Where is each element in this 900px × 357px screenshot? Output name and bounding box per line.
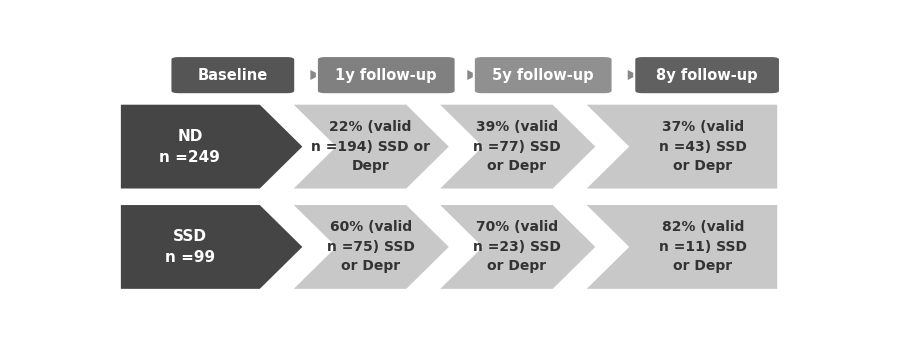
Text: 60% (valid
n =75) SSD
or Depr: 60% (valid n =75) SSD or Depr — [327, 220, 415, 273]
Polygon shape — [436, 203, 598, 290]
Polygon shape — [436, 103, 598, 190]
Text: 70% (valid
n =23) SSD
or Depr: 70% (valid n =23) SSD or Depr — [473, 220, 561, 273]
Text: 5y follow-up: 5y follow-up — [492, 67, 594, 82]
FancyBboxPatch shape — [473, 56, 613, 94]
Polygon shape — [291, 103, 451, 190]
Polygon shape — [120, 203, 304, 290]
Polygon shape — [583, 103, 778, 190]
Text: 1y follow-up: 1y follow-up — [336, 67, 437, 82]
Text: 37% (valid
n =43) SSD
or Depr: 37% (valid n =43) SSD or Depr — [659, 120, 747, 173]
FancyBboxPatch shape — [317, 56, 455, 94]
Text: 8y follow-up: 8y follow-up — [656, 67, 758, 82]
Polygon shape — [291, 203, 451, 290]
Text: 82% (valid
n =11) SSD
or Depr: 82% (valid n =11) SSD or Depr — [659, 220, 747, 273]
Text: ND
n =249: ND n =249 — [159, 129, 220, 165]
Text: 39% (valid
n =77) SSD
or Depr: 39% (valid n =77) SSD or Depr — [473, 120, 561, 173]
Polygon shape — [583, 203, 778, 290]
FancyBboxPatch shape — [170, 56, 295, 94]
Polygon shape — [120, 103, 304, 190]
Text: 22% (valid
n =194) SSD or
Depr: 22% (valid n =194) SSD or Depr — [311, 120, 430, 173]
FancyBboxPatch shape — [634, 56, 780, 94]
Text: Baseline: Baseline — [198, 67, 268, 82]
Text: SSD
n =99: SSD n =99 — [165, 229, 215, 265]
